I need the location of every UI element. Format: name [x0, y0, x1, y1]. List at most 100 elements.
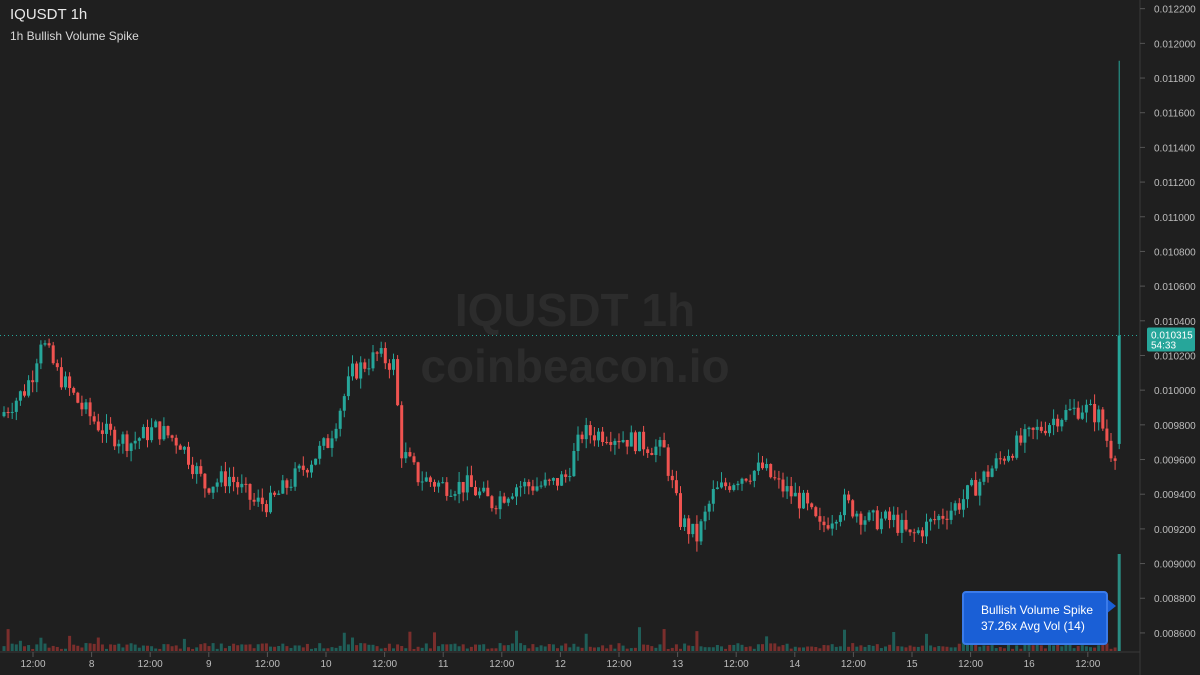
candle-body	[1097, 409, 1101, 423]
volume-bar	[43, 643, 47, 651]
volume-bar	[342, 632, 346, 651]
volume-bar	[957, 643, 961, 651]
volume-bar	[396, 644, 400, 651]
candle-body	[387, 363, 391, 370]
time-tick-label: 8	[89, 659, 95, 670]
volume-bar	[855, 646, 859, 651]
volume-bar	[260, 643, 264, 651]
candle-body	[1105, 428, 1109, 441]
volume-bar	[125, 644, 129, 651]
candle-body	[970, 479, 974, 486]
volume-bar	[773, 643, 777, 651]
volume-bar	[937, 646, 941, 651]
volume-bar	[867, 644, 871, 651]
time-tick-label: 15	[906, 659, 918, 670]
candle-body	[806, 492, 810, 504]
volume-bar	[187, 647, 190, 651]
time-tick-label: 12:00	[372, 659, 397, 670]
candle-body	[916, 530, 920, 534]
candle-body	[400, 405, 404, 459]
candle-body	[974, 479, 978, 496]
volume-bar	[1113, 647, 1117, 651]
candle-body	[80, 402, 84, 410]
candle-body	[728, 486, 732, 490]
volume-bar	[695, 631, 699, 651]
volume-bar	[264, 643, 268, 651]
candle-body	[888, 511, 892, 521]
volume-bar	[519, 643, 523, 651]
volume-bar	[191, 648, 195, 651]
volume-bar	[18, 640, 22, 651]
volume-bar	[31, 648, 35, 651]
candle-body	[572, 451, 576, 477]
volume-bar	[1048, 644, 1051, 651]
volume-bar	[215, 648, 219, 651]
volume-bar	[39, 637, 43, 651]
candle-body	[761, 462, 764, 469]
candle-body	[248, 484, 252, 500]
candle-body	[642, 431, 646, 450]
candle-body	[18, 391, 22, 401]
volume-bar	[359, 643, 363, 651]
candle-body	[154, 421, 158, 428]
candle-body	[629, 432, 633, 447]
candle-body	[551, 478, 555, 481]
volume-bar	[424, 643, 428, 651]
volume-bar	[400, 646, 404, 651]
volume-bar	[818, 648, 822, 651]
candle-body	[588, 425, 592, 436]
volume-bar	[580, 647, 584, 651]
candle-body	[1113, 458, 1117, 461]
volume-bar	[293, 645, 297, 651]
volume-bar	[547, 644, 551, 651]
volume-bar	[732, 644, 736, 651]
volume-bar	[248, 644, 252, 651]
candle-body	[199, 466, 203, 474]
candle-body	[260, 497, 264, 505]
volume-bar	[556, 648, 559, 651]
candle-body	[355, 363, 359, 379]
price-tick-label: 0.010200	[1154, 351, 1196, 362]
volume-bar	[785, 643, 789, 651]
candle-body	[720, 482, 723, 488]
candle-body	[707, 503, 711, 512]
volume-bar	[223, 648, 227, 651]
volume-bar	[752, 648, 756, 651]
volume-bar	[88, 643, 92, 651]
candle-body	[744, 478, 748, 481]
volume-bar	[236, 645, 240, 651]
candle-body	[966, 485, 969, 500]
watermark-site: coinbeacon.io	[420, 340, 729, 392]
candle-body	[322, 438, 326, 446]
volume-bar	[141, 645, 145, 651]
volume-bar	[338, 645, 342, 651]
last-price-value: 0.010315	[1151, 331, 1193, 342]
candle-body	[424, 477, 428, 482]
volume-bar	[35, 644, 39, 651]
candle-body	[765, 463, 769, 469]
volume-bar	[1056, 644, 1060, 651]
volume-bar	[486, 648, 490, 651]
candle-body	[96, 421, 100, 431]
candle-body	[363, 362, 367, 369]
candle-body	[1093, 403, 1097, 423]
volume-bar	[781, 645, 785, 651]
volume-bar	[502, 645, 506, 651]
volume-bar	[933, 647, 937, 651]
candle-body	[277, 493, 281, 495]
candle-body	[285, 480, 289, 488]
volume-bar	[461, 644, 465, 651]
volume-bar	[154, 648, 158, 651]
price-tick-label: 0.009800	[1154, 421, 1196, 432]
volume-bar	[490, 648, 494, 651]
price-tick-label: 0.011600	[1154, 109, 1195, 120]
candle-body	[785, 486, 789, 492]
volume-bar	[879, 648, 883, 651]
candle-body	[859, 513, 863, 525]
time-tick-label: 9	[206, 659, 212, 670]
volume-bar	[1080, 645, 1084, 651]
candle-body	[1007, 455, 1010, 461]
candle-body	[39, 344, 43, 364]
candle-body	[478, 491, 482, 496]
